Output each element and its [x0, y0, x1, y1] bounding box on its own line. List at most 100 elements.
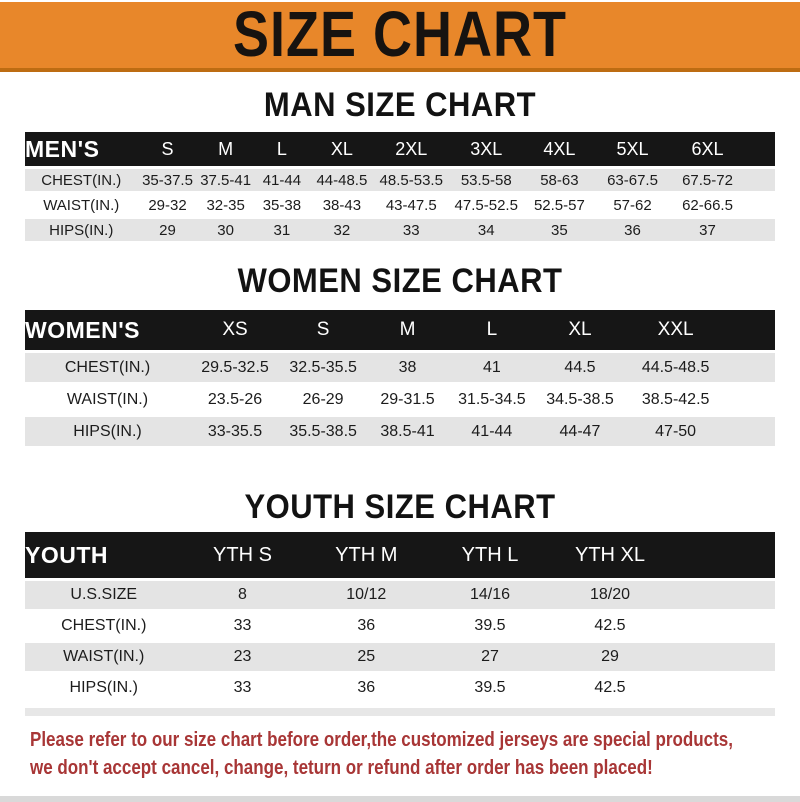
women-table-row: WAIST(IN.) 23.5-26 26-29 29-31.5 31.5-34.5 34… — [25, 385, 775, 414]
size-value-cell: 23 — [182, 643, 303, 671]
size-value-cell: 39.5 — [430, 674, 550, 702]
men-header-row: MEN'S S M L XL 2XL 3XL 4XL 5XL 6XL — [25, 132, 775, 166]
size-value-cell: 36 — [595, 219, 670, 241]
men-column-header: 6XL — [670, 132, 745, 166]
men-header-spacer — [745, 132, 775, 166]
women-table-row: HIPS(IN.) 33-35.5 35.5-38.5 38.5-41 41-44 44-… — [25, 417, 775, 446]
size-value-cell: 10/12 — [302, 581, 430, 609]
youth-header-spacer — [670, 532, 775, 578]
disclaimer-line-1: Please refer to our size chart before or… — [30, 729, 733, 751]
size-value-cell: 29-32 — [137, 194, 198, 216]
men-column-header: 2XL — [373, 132, 449, 166]
row-spacer — [726, 417, 775, 446]
men-column-header: M — [197, 132, 254, 166]
youth-table-row: CHEST(IN.) 33 36 39.5 42.5 — [25, 612, 775, 640]
row-label: WAIST(IN.) — [25, 194, 138, 216]
women-table-row: CHEST(IN.) 29.5-32.5 32.5-35.5 38 41 44.5 44.5… — [25, 353, 775, 382]
women-column-header: XXL — [625, 310, 727, 350]
men-size-table: MEN'S S M L XL 2XL 3XL 4XL 5XL 6XL CHEST(IN.) 35-37… — [25, 129, 775, 244]
size-value-cell: 26-29 — [280, 385, 367, 414]
women-column-header: L — [448, 310, 535, 350]
size-value-cell: 27 — [430, 643, 550, 671]
size-value-cell: 31.5-34.5 — [448, 385, 535, 414]
size-value-cell: 38.5-42.5 — [625, 385, 727, 414]
row-label: HIPS(IN.) — [25, 674, 183, 702]
men-table-row: CHEST(IN.) 35-37.5 37.5-41 41-44 44-48.5 48.5… — [25, 169, 775, 191]
size-value-cell: 30 — [197, 219, 254, 241]
size-value-cell: 43-47.5 — [373, 194, 449, 216]
youth-table-row: WAIST(IN.) 23 25 27 29 — [25, 643, 775, 671]
size-value-cell: 29 — [550, 643, 670, 671]
size-value-cell: 41-44 — [448, 417, 535, 446]
size-value-cell: 44-47 — [535, 417, 625, 446]
size-value-cell: 29 — [137, 219, 198, 241]
size-value-cell: 44.5-48.5 — [625, 353, 727, 382]
row-spacer — [726, 385, 775, 414]
size-value-cell: 39.5 — [430, 612, 550, 640]
size-value-cell: 32 — [310, 219, 374, 241]
size-value-cell: 29.5-32.5 — [190, 353, 280, 382]
size-tables-container: MAN SIZE CHART MEN'S S M L XL 2XL 3XL 4XL 5XL 6XL C… — [0, 84, 800, 705]
row-label: CHEST(IN.) — [25, 353, 190, 382]
row-label: WAIST(IN.) — [25, 385, 190, 414]
size-value-cell: 8 — [182, 581, 303, 609]
size-value-cell: 29-31.5 — [366, 385, 449, 414]
men-table-row: WAIST(IN.) 29-32 32-35 35-38 38-43 43-47.5 47.… — [25, 194, 775, 216]
section-heading-women: WOMEN SIZE CHART — [237, 260, 563, 301]
women-column-header: XL — [535, 310, 625, 350]
men-table-label: MEN'S — [25, 132, 138, 166]
size-value-cell: 67.5-72 — [670, 169, 745, 191]
row-label: HIPS(IN.) — [25, 219, 138, 241]
row-spacer — [726, 353, 775, 382]
men-column-header: 4XL — [523, 132, 595, 166]
size-value-cell: 57-62 — [595, 194, 670, 216]
size-value-cell: 41 — [448, 353, 535, 382]
size-value-cell: 25 — [302, 643, 430, 671]
size-value-cell: 37.5-41 — [197, 169, 254, 191]
youth-table-bottom-strip — [25, 708, 775, 716]
size-value-cell: 35-38 — [253, 194, 310, 216]
men-column-header: S — [137, 132, 198, 166]
size-value-cell: 48.5-53.5 — [373, 169, 449, 191]
row-label: CHEST(IN.) — [25, 612, 183, 640]
youth-column-header: YTH S — [182, 532, 303, 578]
size-value-cell: 35-37.5 — [137, 169, 198, 191]
section-heading-youth: YOUTH SIZE CHART — [244, 486, 556, 527]
size-chart-banner: SIZE CHART — [0, 0, 800, 72]
youth-column-header: YTH M — [302, 532, 430, 578]
row-spacer — [745, 169, 775, 191]
row-spacer — [745, 219, 775, 241]
row-spacer — [670, 581, 775, 609]
women-column-header: M — [366, 310, 449, 350]
size-value-cell: 38.5-41 — [366, 417, 449, 446]
size-value-cell: 36 — [302, 612, 430, 640]
size-value-cell: 62-66.5 — [670, 194, 745, 216]
size-value-cell: 52.5-57 — [523, 194, 595, 216]
size-value-cell: 34.5-38.5 — [535, 385, 625, 414]
row-label: WAIST(IN.) — [25, 643, 183, 671]
section-heading-men: MAN SIZE CHART — [263, 84, 537, 125]
size-value-cell: 38 — [366, 353, 449, 382]
size-value-cell: 38-43 — [310, 194, 374, 216]
size-value-cell: 18/20 — [550, 581, 670, 609]
youth-table-row: U.S.SIZE 8 10/12 14/16 18/20 — [25, 581, 775, 609]
women-table-label: WOMEN'S — [25, 310, 190, 350]
size-value-cell: 34 — [448, 219, 524, 241]
women-header-row: WOMEN'S XS S M L XL XXL — [25, 310, 775, 350]
size-value-cell: 36 — [302, 674, 430, 702]
youth-column-header: YTH L — [430, 532, 550, 578]
size-value-cell: 44.5 — [535, 353, 625, 382]
size-value-cell: 41-44 — [253, 169, 310, 191]
size-value-cell: 58-63 — [523, 169, 595, 191]
youth-size-table: YOUTH YTH S YTH M YTH L YTH XL U.S.SIZE 8 10/12… — [25, 529, 775, 705]
size-value-cell: 42.5 — [550, 674, 670, 702]
size-value-cell: 14/16 — [430, 581, 550, 609]
size-chart-title: SIZE CHART — [233, 0, 567, 71]
size-value-cell: 23.5-26 — [190, 385, 280, 414]
row-label: U.S.SIZE — [25, 581, 183, 609]
size-value-cell: 32-35 — [197, 194, 254, 216]
size-value-cell: 47-50 — [625, 417, 727, 446]
size-value-cell: 47.5-52.5 — [448, 194, 524, 216]
youth-table-label: YOUTH — [25, 532, 183, 578]
row-spacer — [745, 194, 775, 216]
